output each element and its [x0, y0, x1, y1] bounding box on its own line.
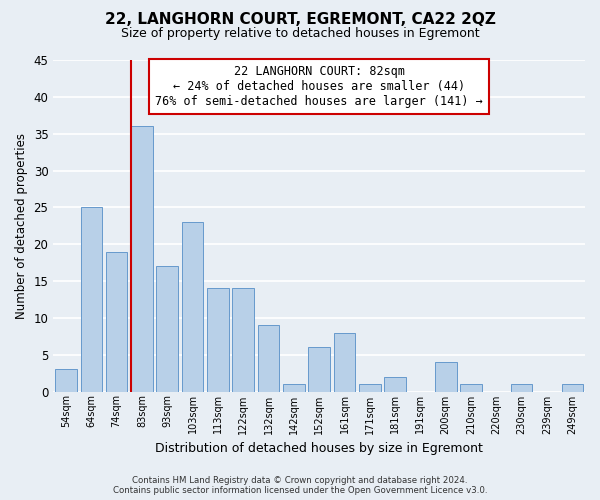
Text: Contains HM Land Registry data © Crown copyright and database right 2024.
Contai: Contains HM Land Registry data © Crown c…	[113, 476, 487, 495]
Bar	[80, 208, 102, 392]
Text: 22 LANGHORN COURT: 82sqm
← 24% of detached houses are smaller (44)
76% of semi-d: 22 LANGHORN COURT: 82sqm ← 24% of detach…	[155, 65, 483, 108]
Bar	[460, 384, 482, 392]
Bar	[258, 325, 279, 392]
Bar	[207, 288, 229, 392]
Bar	[359, 384, 380, 392]
Bar	[562, 384, 583, 392]
Bar	[435, 362, 457, 392]
Text: 22, LANGHORN COURT, EGREMONT, CA22 2QZ: 22, LANGHORN COURT, EGREMONT, CA22 2QZ	[104, 12, 496, 28]
Bar	[55, 370, 77, 392]
Bar	[232, 288, 254, 392]
X-axis label: Distribution of detached houses by size in Egremont: Distribution of detached houses by size …	[155, 442, 483, 455]
Bar	[308, 348, 330, 392]
Bar	[131, 126, 152, 392]
Bar	[334, 332, 355, 392]
Bar	[283, 384, 305, 392]
Text: Size of property relative to detached houses in Egremont: Size of property relative to detached ho…	[121, 28, 479, 40]
Bar	[182, 222, 203, 392]
Bar	[385, 377, 406, 392]
Bar	[106, 252, 127, 392]
Bar	[511, 384, 532, 392]
Bar	[157, 266, 178, 392]
Y-axis label: Number of detached properties: Number of detached properties	[15, 133, 28, 319]
